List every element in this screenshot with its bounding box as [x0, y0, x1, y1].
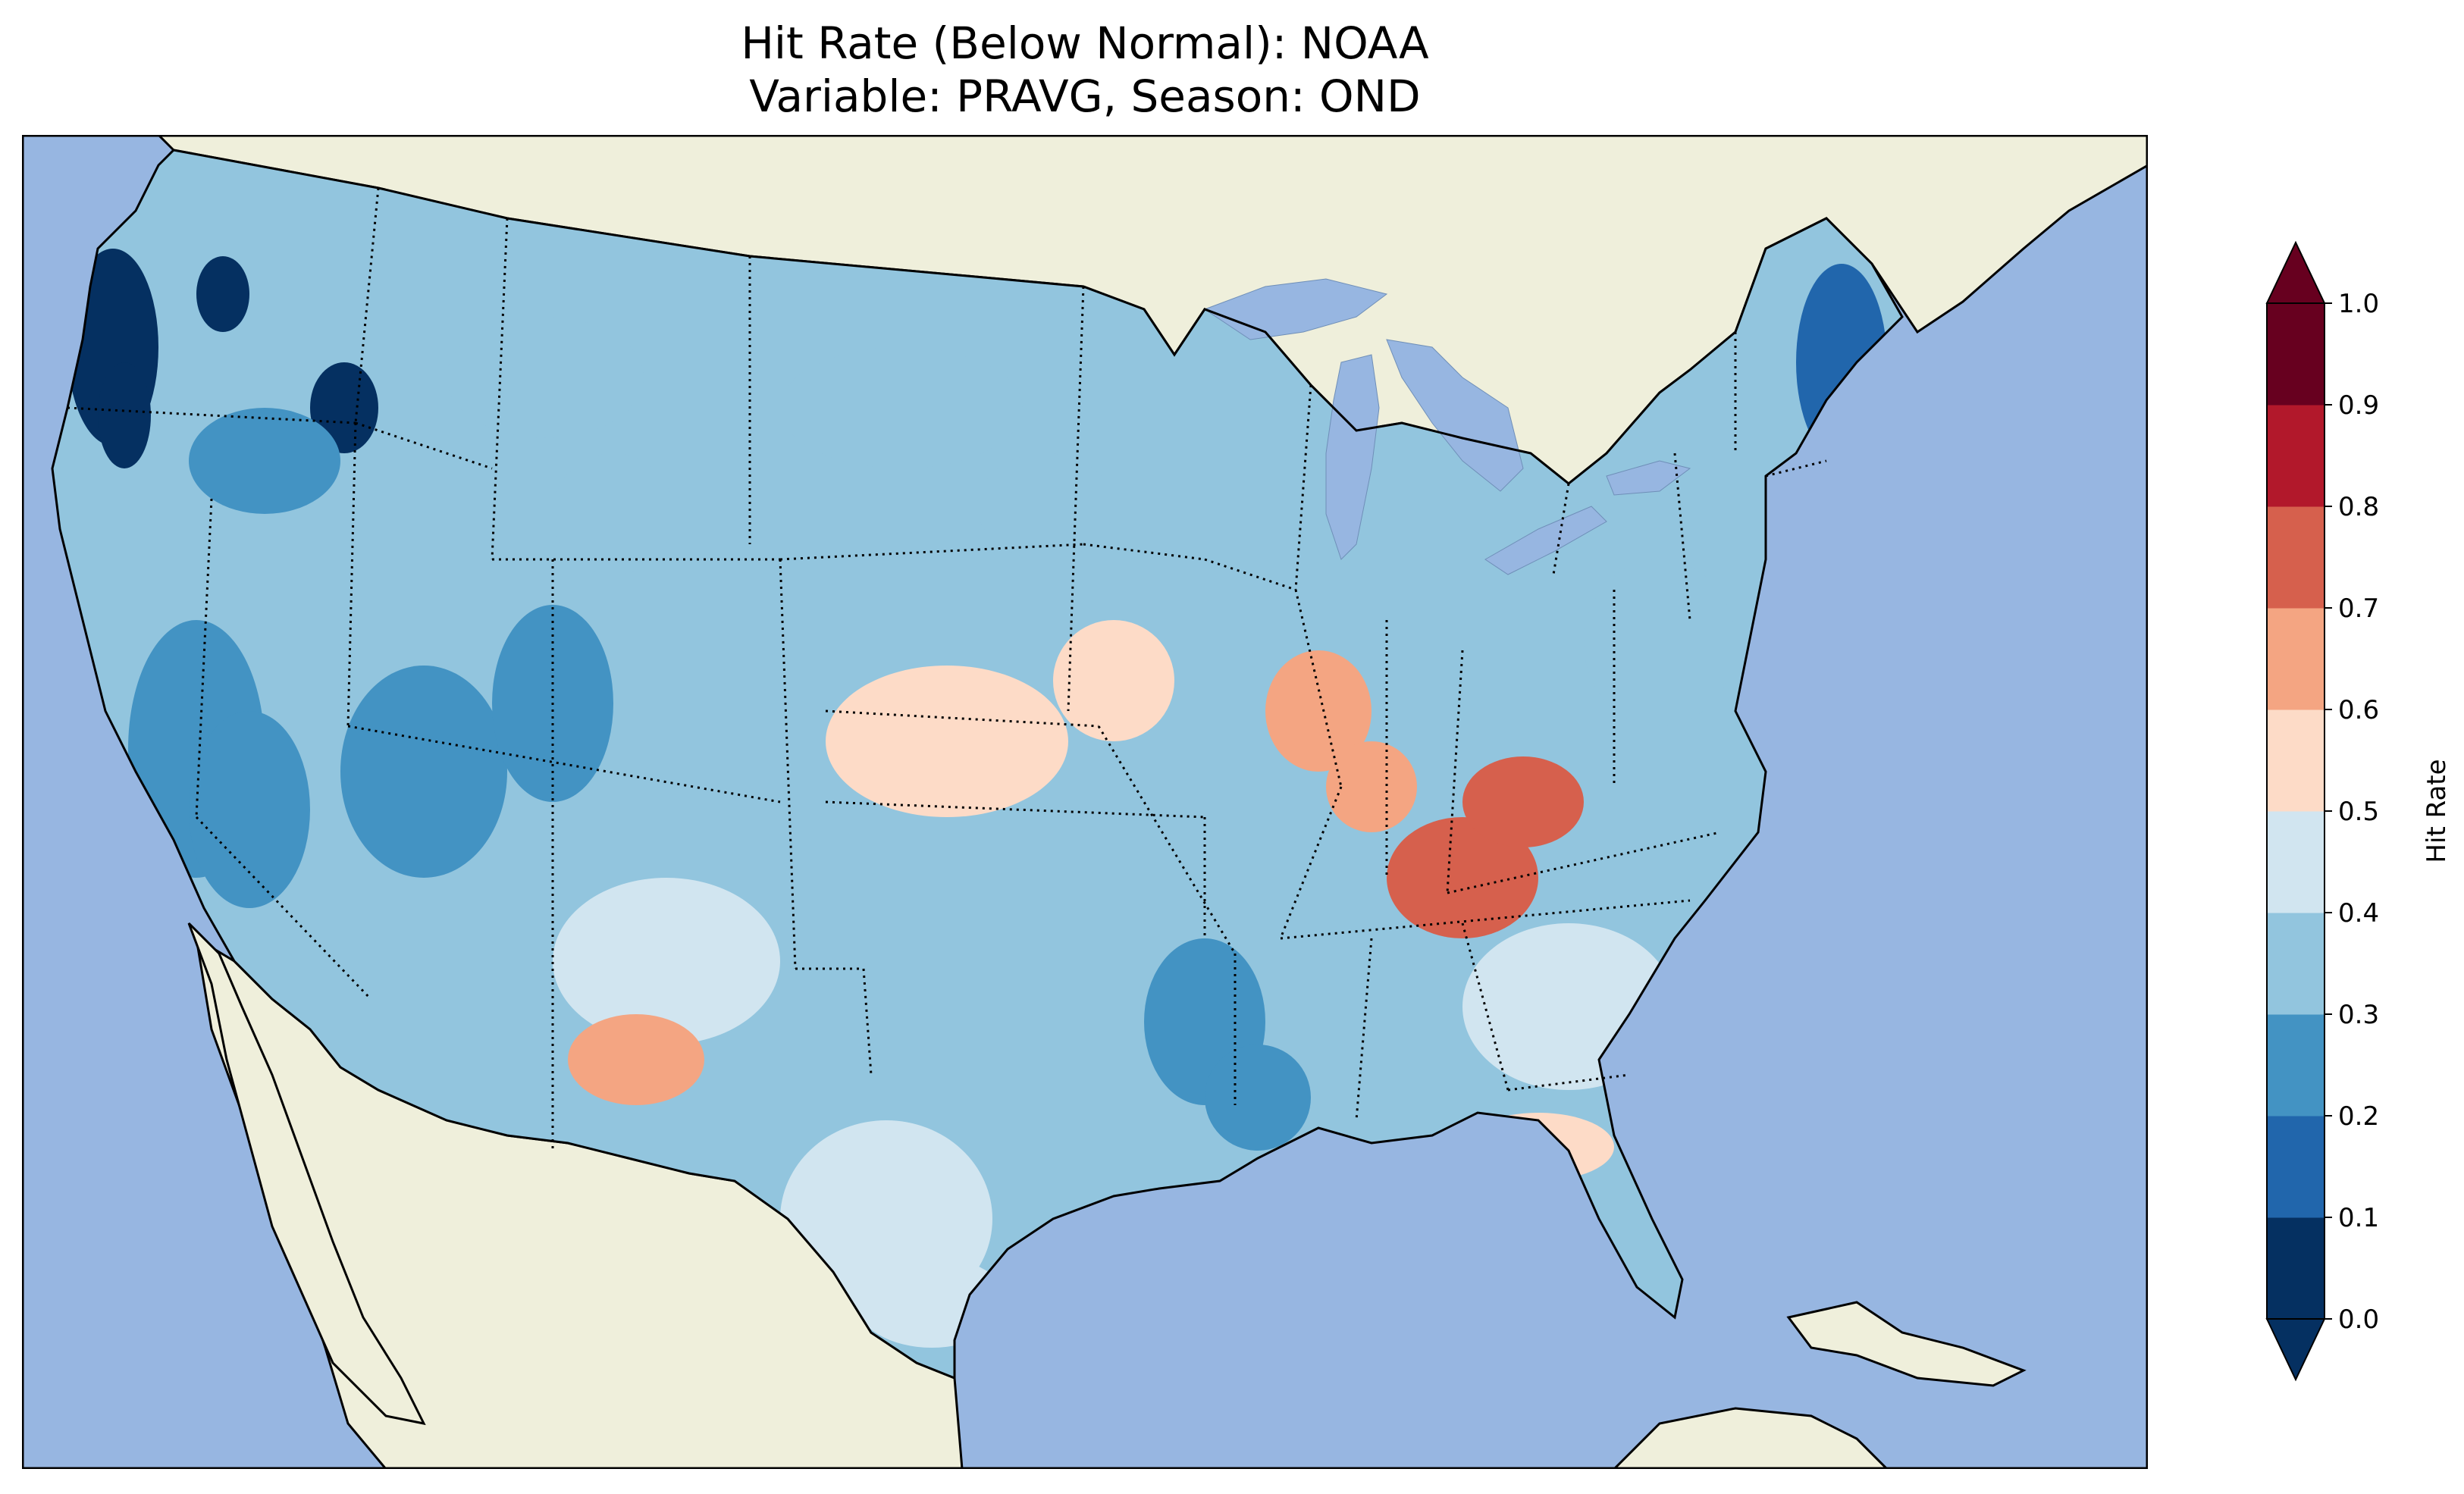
- region-california-1: [189, 711, 310, 908]
- us-coastline: [51, 149, 1904, 1380]
- lake-erie: [1484, 506, 1607, 575]
- region-lower-mississippi-1: [1205, 1045, 1311, 1151]
- region-nevada-utah-0: [340, 666, 507, 878]
- colorbar: 0.0 0.1 0.2 0.3 0.4 0.5 0.6 0.7 0.8 0.9 1.0 Hit Ra…: [2265, 240, 2452, 1382]
- state-border-0: [354, 187, 380, 424]
- colorbar-tick-label: 0.4: [2338, 898, 2379, 929]
- colorbar-bin-1: [2267, 1116, 2324, 1218]
- region-southern-rockies-0: [553, 878, 780, 1045]
- state-borders: [67, 187, 1827, 1151]
- region-ohio-valley-1: [1462, 756, 1584, 847]
- lake-michigan: [1325, 354, 1380, 560]
- state-border-33: [1447, 831, 1721, 894]
- colorbar-bin-3: [2267, 913, 2324, 1015]
- region-pacific-northwest-coast-1: [98, 362, 151, 468]
- state-border-19: [1204, 558, 1296, 591]
- state-border-9: [195, 816, 372, 1001]
- state-border-30: [1461, 922, 1509, 1091]
- land-yucatan: [1612, 1407, 1889, 1469]
- region-idaho-montana-west-1: [553, 453, 674, 575]
- state-border-1: [491, 218, 509, 560]
- lake-superior: [1203, 278, 1388, 340]
- lake-ontario: [1606, 460, 1691, 496]
- state-border-35: [1673, 453, 1691, 621]
- colorbar-under-extension: [2265, 1318, 2326, 1382]
- map-frame: [22, 135, 2148, 1469]
- region-pacific-northwest-coast-2: [196, 256, 249, 332]
- colorbar-tick-label: 0.0: [2338, 1305, 2379, 1335]
- region-central-plains-0: [826, 666, 1068, 817]
- region-illinois-indiana-1: [1326, 741, 1417, 832]
- colorbar-tick-label: 0.1: [2338, 1203, 2379, 1233]
- colorbar-bin-0: [2267, 1217, 2324, 1320]
- colorbar-bin-5: [2267, 709, 2324, 812]
- region-mid-atlantic-0: [1584, 559, 1735, 726]
- state-border-23: [1294, 384, 1312, 590]
- state-border-10: [346, 422, 357, 727]
- lake-huron: [1386, 339, 1524, 492]
- colorbar-tick-label: 0.7: [2338, 594, 2379, 624]
- state-border-17: [825, 800, 1205, 819]
- colorbar-tick-label: 0.6: [2338, 695, 2379, 725]
- colorbar-tick-label: 0.8: [2338, 492, 2379, 522]
- state-border-28: [1280, 899, 1691, 940]
- land-baja-peninsula: [187, 922, 426, 1426]
- colorbar-tick-label: 0.9: [2338, 390, 2379, 421]
- state-border-16: [825, 709, 1099, 728]
- colorbar-bin-8: [2267, 405, 2324, 507]
- state-border-34: [1552, 483, 1570, 575]
- region-northern-plains-0: [780, 347, 1023, 468]
- region-idaho-montana-west-0: [447, 317, 644, 438]
- colorbar-bin-4: [2267, 811, 2324, 913]
- colorbar-label: Hit Rate: [2422, 759, 2452, 863]
- colorbar-tick-label: 0.3: [2338, 1000, 2379, 1030]
- map-plot-area: [22, 135, 2148, 1469]
- colorbar-bin-9: [2267, 303, 2324, 406]
- colorbar-over-extension: [2265, 240, 2326, 304]
- state-border-4: [67, 406, 356, 424]
- region-ohio-valley-0: [1387, 817, 1538, 938]
- state-border-7: [779, 543, 1084, 561]
- colorbar-bin-7: [2267, 506, 2324, 609]
- region-new-mexico-south-0: [568, 1014, 704, 1105]
- state-border-13: [779, 559, 797, 969]
- colorbar-bin-6: [2267, 608, 2324, 710]
- great-lakes: [1203, 278, 1691, 575]
- region-pacific-northwest-coast-3: [310, 362, 378, 453]
- region-central-plains-1: [1053, 620, 1174, 741]
- state-border-3: [1067, 286, 1085, 712]
- colorbar-tick-label: 0.5: [2338, 797, 2379, 827]
- region-illinois-indiana-0: [1265, 650, 1372, 772]
- colorbar-bin-2: [2267, 1014, 2324, 1117]
- land-caribbean-islands: [1786, 1301, 2027, 1387]
- region-northern-plains-1: [977, 453, 1114, 559]
- colorbar-tick-label: 1.0: [2338, 289, 2379, 319]
- map-title-line-2: Variable: PRAVG, Season: OND: [749, 70, 1421, 122]
- colorbar-tick-label: 0.2: [2338, 1101, 2379, 1132]
- state-border-11: [347, 725, 781, 803]
- map-title-line-1: Hit Rate (Below Normal): NOAA: [741, 17, 1429, 69]
- region-oregon-interior-0: [189, 408, 340, 514]
- state-border-29: [1355, 938, 1373, 1121]
